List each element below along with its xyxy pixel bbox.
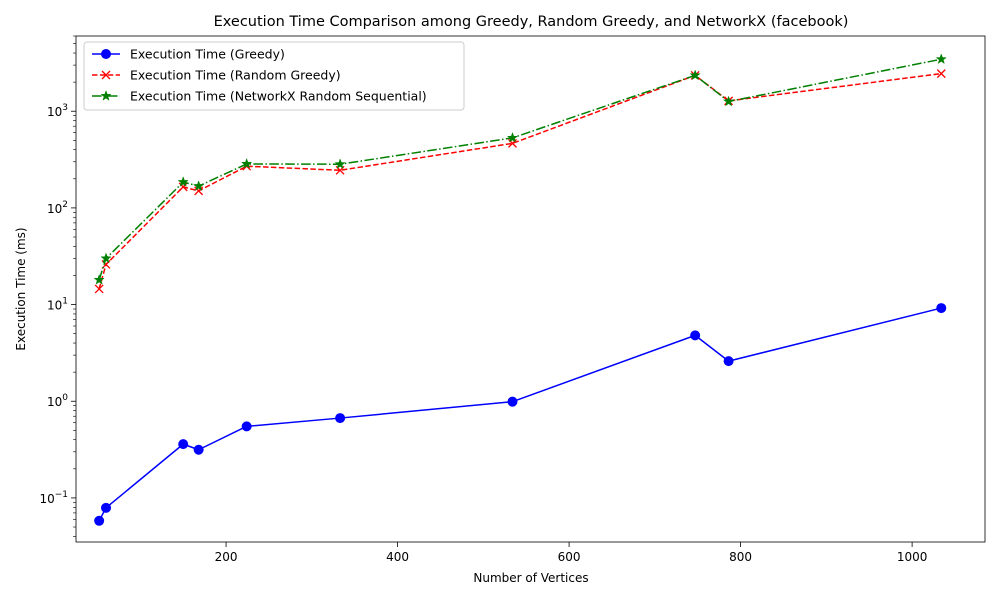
legend-marker [100, 90, 112, 101]
chart-title: Execution Time Comparison among Greedy, … [214, 14, 849, 30]
x-tick-label: 400 [386, 550, 409, 564]
data-point [101, 502, 112, 513]
data-point [100, 252, 112, 264]
data-point [178, 439, 189, 450]
series-line [98, 58, 942, 281]
data-point [94, 515, 105, 526]
series-2 [93, 53, 947, 285]
data-point [935, 53, 947, 65]
data-point [690, 330, 701, 341]
x-tick-label: 200 [215, 550, 238, 564]
y-axis-title: Execution Time (ms) [14, 227, 28, 350]
legend-item: Execution Time (Random Greedy) [92, 68, 341, 83]
data-point [93, 273, 105, 285]
series-line [98, 307, 942, 522]
y-tick-label: 101 [47, 297, 68, 313]
data-point [240, 157, 253, 169]
data-point [241, 421, 252, 432]
legend-item: Execution Time (NetworkX Random Sequenti… [92, 89, 427, 104]
plot-frame [75, 35, 986, 543]
data-point [334, 158, 346, 170]
data-point [177, 176, 189, 187]
y-tick-label: 10−1 [39, 490, 68, 506]
data-point [507, 396, 518, 407]
legend-marker [101, 70, 111, 80]
data-point [335, 413, 346, 424]
x-axis: 200 400 600 800 1000 [215, 542, 928, 564]
legend-box [83, 41, 465, 111]
x-tick-label: 800 [729, 550, 752, 564]
plot-area [93, 53, 947, 526]
y-tick-label: 102 [47, 200, 68, 216]
y-axis: 10−1 100 101 102 103 [39, 35, 76, 537]
x-tick-label: 600 [558, 550, 581, 564]
data-point [722, 95, 735, 107]
legend: Execution Time (Greedy) Execution Time (R… [83, 41, 465, 111]
y-tick-label: 100 [47, 393, 68, 409]
data-point [94, 284, 104, 294]
legend-marker [101, 49, 111, 59]
data-point [723, 356, 734, 367]
y-tick-label: 103 [47, 103, 68, 119]
x-axis-title: Number of Vertices [473, 571, 588, 585]
data-point [936, 303, 947, 314]
x-tick-label: 1000 [897, 550, 928, 564]
series-0 [94, 303, 947, 526]
legend-label: Execution Time (NetworkX Random Sequenti… [130, 89, 427, 104]
series-line [98, 72, 942, 290]
data-point [192, 180, 205, 191]
legend-label: Execution Time (Random Greedy) [130, 68, 341, 83]
legend-label: Execution Time (Greedy) [130, 47, 285, 62]
data-point [689, 69, 701, 81]
data-point [506, 131, 519, 143]
data-point [193, 444, 204, 455]
legend-item: Execution Time (Greedy) [92, 47, 285, 62]
data-point [936, 69, 946, 79]
